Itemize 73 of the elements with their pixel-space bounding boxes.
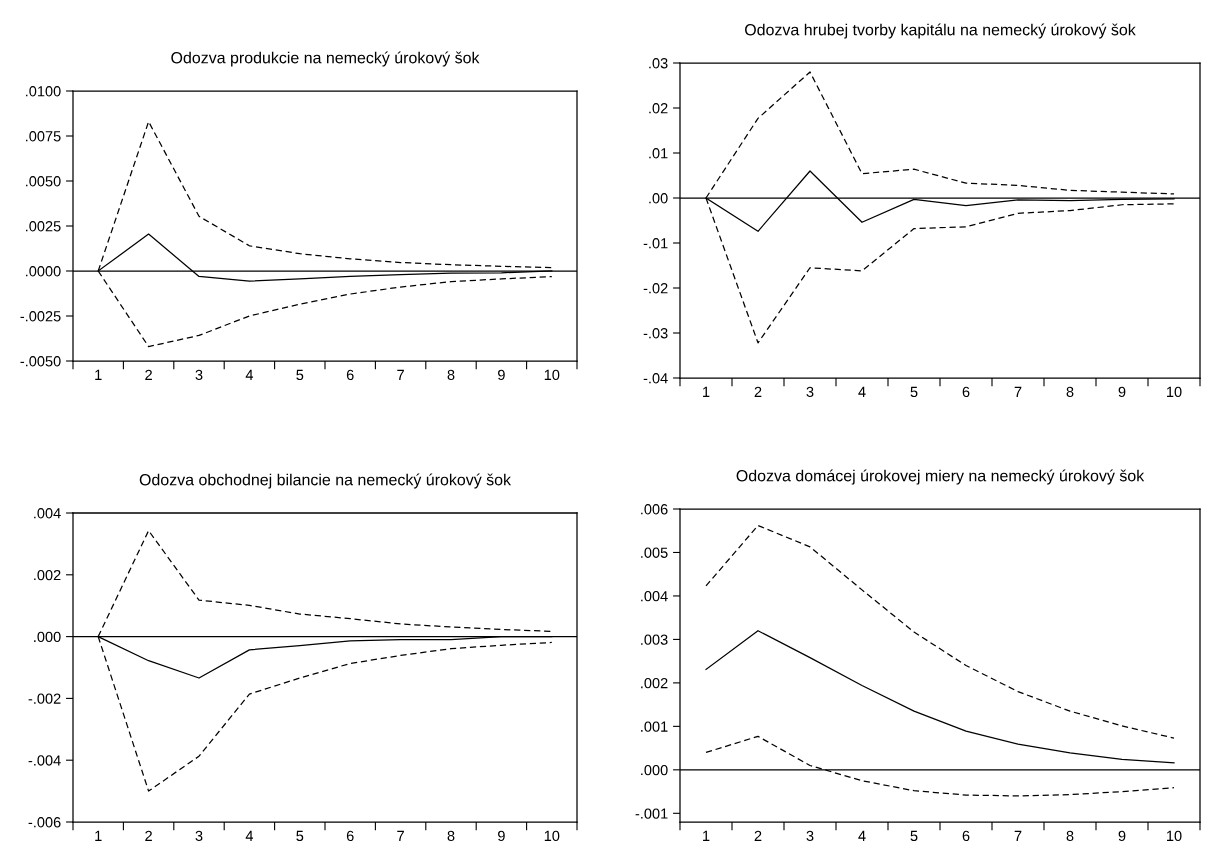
x-tick-label: 4	[245, 369, 254, 380]
x-tick-label: 9	[1118, 386, 1126, 398]
y-tick-label: .002	[641, 677, 668, 689]
y-tick-label: .001	[641, 721, 668, 732]
x-tick-label: 8	[447, 830, 455, 842]
x-tick-label: 8	[447, 369, 455, 381]
y-tick-label: -.02	[643, 283, 668, 294]
x-tick-label: 2	[145, 830, 152, 841]
chart-title: Odozva produkcie na nemecký úrokový šok	[171, 51, 480, 67]
y-tick-label: -.04	[643, 373, 668, 384]
y-tick-label: -.004	[28, 755, 61, 766]
chart-title: Odozva hrubej tvorby kapitálu na nemecký úrokový šok	[745, 23, 1136, 39]
x-tick-label: 8	[1066, 386, 1074, 398]
y-tick-label: .005	[641, 547, 668, 558]
x-tick-label: 2	[145, 369, 152, 380]
x-tick-label: 3	[806, 386, 814, 398]
y-tick-label: .0000	[26, 266, 61, 277]
y-tick-label: .01	[649, 148, 668, 159]
y-tick-label: -.0025	[20, 311, 61, 322]
x-tick-label: 7	[1014, 386, 1022, 397]
x-tick-label: 5	[910, 830, 918, 842]
x-tick-label: 1	[95, 830, 102, 841]
x-tick-label: 5	[910, 386, 918, 398]
y-tick-label: .004	[34, 508, 61, 519]
y-tick-label: .000	[34, 631, 61, 643]
x-tick-label: 8	[1066, 830, 1074, 842]
x-tick-label: 10	[1167, 830, 1182, 842]
x-tick-label: 9	[498, 369, 505, 381]
x-tick-label: 2	[754, 386, 762, 397]
y-tick-label: -.01	[643, 238, 668, 249]
x-tick-label: 7	[397, 369, 404, 380]
y-tick-label: .03	[649, 58, 668, 69]
y-tick-label: -.03	[643, 328, 668, 339]
x-tick-label: 4	[858, 386, 866, 397]
x-tick-label: 1	[703, 386, 710, 397]
x-tick-label: 5	[296, 830, 304, 842]
x-tick-label: 1	[95, 369, 102, 380]
y-tick-label: .0050	[26, 176, 61, 187]
x-tick-label: 7	[397, 830, 404, 841]
x-tick-label: 2	[754, 830, 762, 841]
x-tick-label: 9	[1118, 830, 1126, 842]
y-tick-label: .003	[641, 634, 668, 645]
y-tick-label: .0100	[26, 86, 61, 97]
y-tick-label: .002	[34, 569, 61, 581]
x-tick-label: 4	[858, 830, 866, 841]
chart-title: Odozva domácej úrokovej miery na nemecký úrokový šok	[736, 469, 1145, 485]
x-tick-label: 3	[195, 830, 203, 842]
y-tick-label: .02	[649, 103, 668, 114]
x-tick-label: 3	[195, 369, 203, 381]
x-tick-label: 1	[703, 830, 710, 841]
y-tick-label: .006	[641, 504, 668, 515]
x-tick-label: 6	[346, 830, 354, 842]
x-tick-label: 6	[962, 386, 970, 398]
x-tick-label: 6	[346, 369, 354, 381]
x-tick-label: 10	[1167, 386, 1182, 398]
x-tick-label: 5	[296, 369, 304, 381]
x-tick-label: 10	[544, 830, 560, 842]
x-tick-label: 10	[544, 369, 560, 381]
y-tick-label: .00	[649, 193, 668, 204]
x-tick-label: 3	[806, 830, 814, 842]
chart-title: Odozva obchodnej bilancie na nemecký úrokový šok	[139, 473, 512, 489]
y-tick-label: -.001	[635, 808, 668, 819]
y-tick-label: .0025	[26, 221, 61, 232]
y-tick-label: .004	[641, 591, 668, 602]
x-tick-label: 4	[245, 830, 254, 841]
y-tick-label: -.006	[28, 817, 61, 828]
x-tick-label: 9	[498, 830, 505, 842]
y-tick-label: .0075	[26, 131, 61, 142]
y-tick-label: -.0050	[20, 356, 61, 367]
x-tick-label: 7	[1014, 830, 1022, 841]
x-tick-label: 6	[962, 830, 970, 842]
y-tick-label: .000	[641, 764, 668, 776]
y-tick-label: -.002	[28, 693, 61, 704]
